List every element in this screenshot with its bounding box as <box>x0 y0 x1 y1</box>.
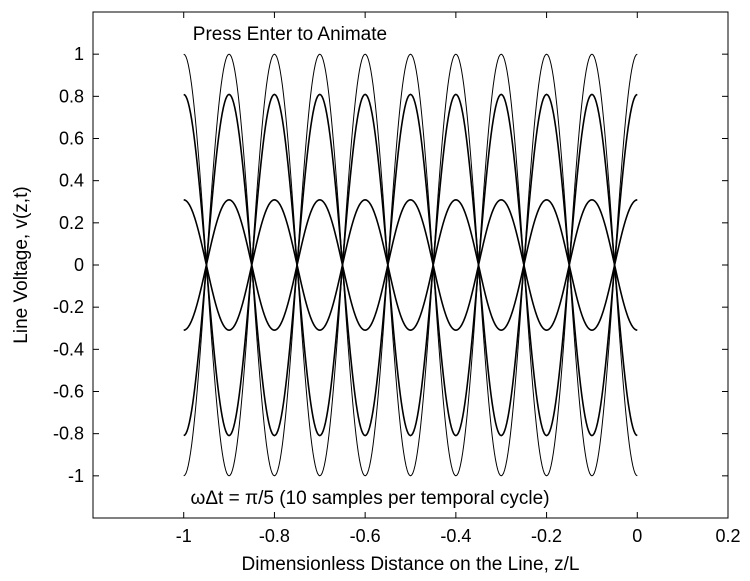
x-axis-title: Dimensionless Distance on the Line, z/L <box>242 554 580 575</box>
x-tick-label: -1 <box>176 526 192 546</box>
sampling-annotation: ωΔt = π/5 (10 samples per temporal cycle… <box>191 488 550 509</box>
x-tick-label: -0.4 <box>440 526 471 546</box>
labels-layer: Dimensionless Distance on the Line, z/L L… <box>11 24 579 575</box>
y-tick-label: -0.2 <box>53 297 84 317</box>
y-tick-label: 1 <box>74 44 84 64</box>
series-line-4 <box>183 93 638 437</box>
y-axis-title: Line Voltage, v(z,t) <box>11 186 32 343</box>
series-line-3 <box>183 199 638 331</box>
y-tick-label: 0.4 <box>59 171 84 191</box>
x-tick-label: -0.6 <box>350 526 381 546</box>
x-tick-label: 0 <box>632 526 642 546</box>
series-line-5 <box>183 53 638 477</box>
plot-area <box>92 11 729 519</box>
y-tick-label: -1 <box>68 466 84 486</box>
y-tick-label: 0 <box>74 255 84 275</box>
animate-prompt-annotation: Press Enter to Animate <box>193 24 387 45</box>
y-tick-label: 0.2 <box>59 213 84 233</box>
series-line-0 <box>183 53 638 477</box>
x-tick-label: 0.2 <box>715 526 740 546</box>
series-line-1 <box>183 93 638 437</box>
series-line-2 <box>183 199 638 331</box>
x-tick-label: -0.8 <box>259 526 290 546</box>
y-tick-label: -0.4 <box>53 339 84 359</box>
y-tick-label: 0.6 <box>59 129 84 149</box>
y-tick-label: -0.6 <box>53 382 84 402</box>
series-layer <box>183 53 638 477</box>
y-tick-label: -0.8 <box>53 424 84 444</box>
ticks-layer: -1 -0.8 -0.6 -0.4 -0.2 0 0.2 1 0.8 0.6 0.4 0.2 0 -0.2… <box>53 12 741 546</box>
y-tick-label: 0.8 <box>59 86 84 106</box>
x-tick-label: -0.2 <box>531 526 562 546</box>
plot-frame <box>92 11 729 519</box>
